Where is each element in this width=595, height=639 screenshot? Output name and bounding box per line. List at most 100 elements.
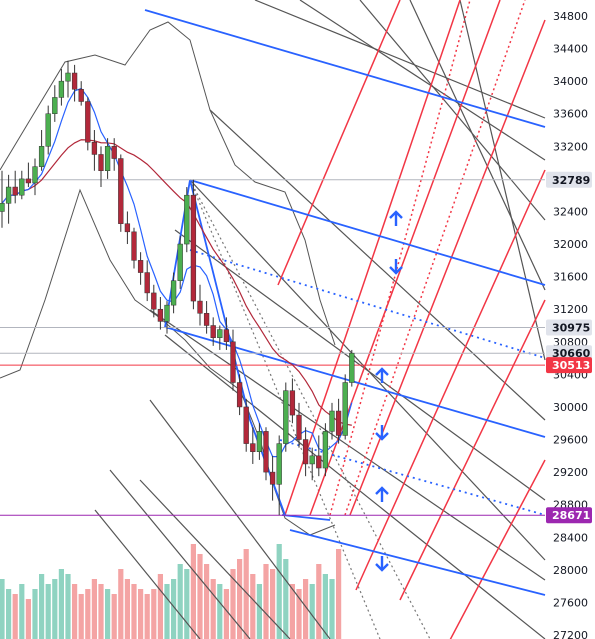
y-tick-label: 28000 bbox=[553, 564, 588, 577]
candle-body bbox=[19, 178, 25, 196]
candle-body bbox=[0, 203, 5, 212]
arrow-down-icon bbox=[375, 556, 389, 572]
volume-bar bbox=[210, 579, 216, 639]
volume-bar bbox=[309, 584, 315, 639]
price-tag: 30513 bbox=[546, 357, 592, 374]
arrow-up-icon-head bbox=[375, 486, 389, 495]
volume-bar bbox=[85, 589, 91, 639]
y-tick-label: 29600 bbox=[553, 434, 588, 447]
volume-bar bbox=[65, 574, 71, 639]
candle-body bbox=[98, 154, 104, 171]
volume-bar bbox=[6, 589, 12, 639]
volume-bar bbox=[52, 579, 58, 639]
blue-trend-line bbox=[164, 326, 546, 438]
trend-channel-layer bbox=[144, 9, 546, 596]
volume-bar bbox=[124, 579, 130, 639]
candle-body bbox=[223, 329, 230, 343]
candle-body bbox=[329, 410, 335, 432]
volume-bar bbox=[296, 589, 302, 639]
arrow-down-icon bbox=[389, 259, 403, 275]
candle-body bbox=[45, 113, 51, 147]
candle-body bbox=[32, 166, 38, 184]
candle-body bbox=[322, 431, 329, 469]
volume-bar bbox=[58, 569, 64, 639]
arrows-layer bbox=[375, 210, 403, 572]
candles-layer bbox=[0, 60, 355, 516]
candle-body bbox=[151, 292, 157, 310]
candle-body bbox=[58, 80, 65, 98]
volume-bar bbox=[184, 569, 190, 639]
arrow-up-icon bbox=[375, 486, 389, 502]
volume-bar bbox=[204, 564, 210, 639]
volume-bar bbox=[171, 579, 177, 639]
candle-body bbox=[316, 455, 322, 469]
volume-bar bbox=[243, 549, 249, 639]
price-tag: 28671 bbox=[546, 507, 592, 524]
gray-fan-line bbox=[254, 0, 546, 119]
y-tick-label: 34000 bbox=[553, 75, 588, 88]
volume-bar bbox=[329, 579, 335, 639]
volume-bar bbox=[336, 549, 342, 639]
candle-body bbox=[309, 455, 315, 465]
price-tag: 30975 bbox=[546, 319, 592, 336]
ma-slow-line bbox=[1, 139, 352, 426]
candle-body bbox=[137, 260, 144, 273]
red-fan-line bbox=[284, 0, 461, 516]
gray-dotted-fan-line bbox=[189, 179, 431, 639]
volume-bar bbox=[19, 584, 25, 639]
red-fan-line bbox=[309, 0, 501, 516]
volume-bar bbox=[190, 544, 196, 639]
volume-bar bbox=[283, 559, 289, 639]
volume-bar bbox=[151, 589, 157, 639]
blue-dotted-trend-line bbox=[279, 439, 546, 516]
blue-trend-line bbox=[281, 514, 331, 521]
volume-bar bbox=[223, 589, 229, 639]
arrow-up-icon bbox=[389, 210, 403, 226]
arrow-down-icon-head bbox=[375, 432, 389, 441]
arrow-down-icon bbox=[375, 425, 389, 441]
gray-fan-line bbox=[209, 109, 546, 421]
candle-body bbox=[197, 300, 203, 314]
gray-fan-line bbox=[149, 309, 546, 581]
blue-trend-line bbox=[189, 179, 546, 286]
horizontal-lines-layer bbox=[0, 179, 545, 516]
volume-bar bbox=[256, 584, 262, 639]
price-tag-label: 30660 bbox=[552, 347, 591, 360]
volume-bar bbox=[250, 574, 256, 639]
volume-bar bbox=[157, 574, 163, 639]
gray-fan-line bbox=[109, 469, 251, 639]
candle-body bbox=[203, 313, 210, 326]
gray-fan-line bbox=[359, 0, 546, 221]
volume-bar bbox=[32, 589, 38, 639]
y-tick-label: 32400 bbox=[553, 205, 588, 218]
candle-body bbox=[256, 431, 263, 452]
y-tick-label: 31200 bbox=[553, 303, 588, 316]
gray-fan-line bbox=[409, 0, 546, 291]
candle-body bbox=[269, 471, 276, 485]
candle-body bbox=[111, 146, 117, 159]
y-tick-label: 27200 bbox=[553, 629, 588, 639]
volume-bar bbox=[217, 584, 223, 639]
y-tick-label: 32000 bbox=[553, 238, 588, 251]
candle-body bbox=[236, 382, 243, 408]
arrow-down-icon-head bbox=[389, 266, 403, 275]
red-dotted-fan-line bbox=[344, 0, 526, 516]
candle-body bbox=[38, 146, 45, 167]
volume-bar bbox=[118, 569, 124, 639]
volume-bar bbox=[98, 584, 104, 639]
red-dotted-fan-line bbox=[329, 0, 471, 516]
gray-fan-line bbox=[94, 509, 201, 639]
volume-bar bbox=[270, 569, 276, 639]
candle-body bbox=[230, 341, 236, 383]
volume-bar bbox=[316, 564, 322, 639]
y-tick-label: 34400 bbox=[553, 43, 588, 56]
price-tag-box bbox=[546, 319, 592, 336]
candle-body bbox=[85, 101, 91, 143]
y-axis: 3480034400340003360033200328003240032000… bbox=[553, 10, 588, 639]
volume-bar bbox=[105, 589, 111, 639]
candle-body bbox=[131, 231, 137, 261]
volume-bar bbox=[322, 574, 328, 639]
bollinger-bands-layer bbox=[0, 21, 336, 536]
